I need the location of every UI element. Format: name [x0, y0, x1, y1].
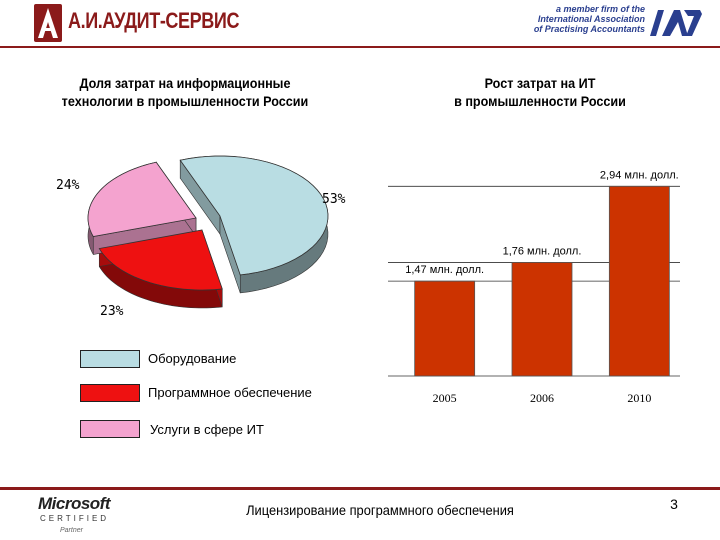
pie-label-services: 24% — [56, 178, 80, 193]
bar-data-label: 1,47 млн. долл. — [405, 264, 484, 276]
bar-data-label: 2,94 млн. долл. — [600, 169, 679, 181]
bar-title-line: Рост затрат на ИТ — [484, 75, 596, 91]
company-logo: А.И.АУДИТ-СЕРВИС — [34, 4, 274, 44]
pie-chart-title: Доля затрат на информационные технологии… — [28, 74, 343, 110]
member-line: of Practising Accountants — [533, 24, 645, 34]
bar-title-line: в промышленности России — [454, 93, 626, 109]
microsoft-certified-logo: Microsoft CERTIFIED Partner — [38, 494, 128, 538]
iapa-logo — [648, 8, 704, 38]
pie-slice-equipment — [179, 155, 329, 276]
bar-category-label: 2006 — [530, 391, 554, 405]
pie-chart — [87, 155, 329, 309]
microsoft-word: Microsoft — [38, 494, 111, 513]
company-name: А.И.АУДИТ-СЕРВИС — [68, 8, 240, 33]
legend-swatch-services — [80, 420, 140, 438]
legend-label-equipment: Оборудование — [148, 351, 237, 366]
bar-chart: 1,47 млн. долл. 2005 1,76 млн. долл. 2006 2,… — [388, 169, 680, 405]
pie-label-equipment: 53% — [322, 192, 346, 207]
member-line: International Association — [537, 14, 645, 24]
microsoft-partner: Partner — [60, 527, 83, 534]
header-divider — [0, 46, 720, 48]
microsoft-certified: CERTIFIED — [40, 514, 110, 523]
bar-2005 — [414, 280, 476, 377]
bar-category-label: 2005 — [433, 391, 457, 405]
pie-label-software: 23% — [100, 304, 124, 319]
footer-divider — [0, 487, 720, 490]
bar-2010 — [608, 185, 670, 377]
member-line: a member firm of the — [555, 4, 645, 14]
bar-2006 — [511, 262, 573, 377]
pie-title-line: технологии в промышленности России — [61, 93, 309, 109]
pie-title-line: Доля затрат на информационные — [79, 75, 291, 91]
bar-category-label: 2010 — [627, 391, 651, 405]
legend-label-services: Услуги в сфере ИТ — [150, 422, 264, 437]
footer-text: Лицензирование программного обеспечения — [246, 502, 514, 518]
page-number: 3 — [670, 496, 678, 512]
company-emblem-icon — [34, 4, 62, 42]
bar-data-label: 1,76 млн. долл. — [503, 245, 582, 257]
pie-slice-software — [98, 229, 223, 291]
member-firm-text: a member firm of the International Assoc… — [520, 4, 645, 34]
bar-chart-title: Рост затрат на ИТ в промышленности Росси… — [396, 74, 684, 110]
legend-swatch-equipment — [80, 350, 140, 368]
legend-swatch-software — [80, 384, 140, 402]
legend-label-software: Программное обеспечение — [148, 385, 312, 400]
pie-slice-services — [87, 161, 197, 237]
